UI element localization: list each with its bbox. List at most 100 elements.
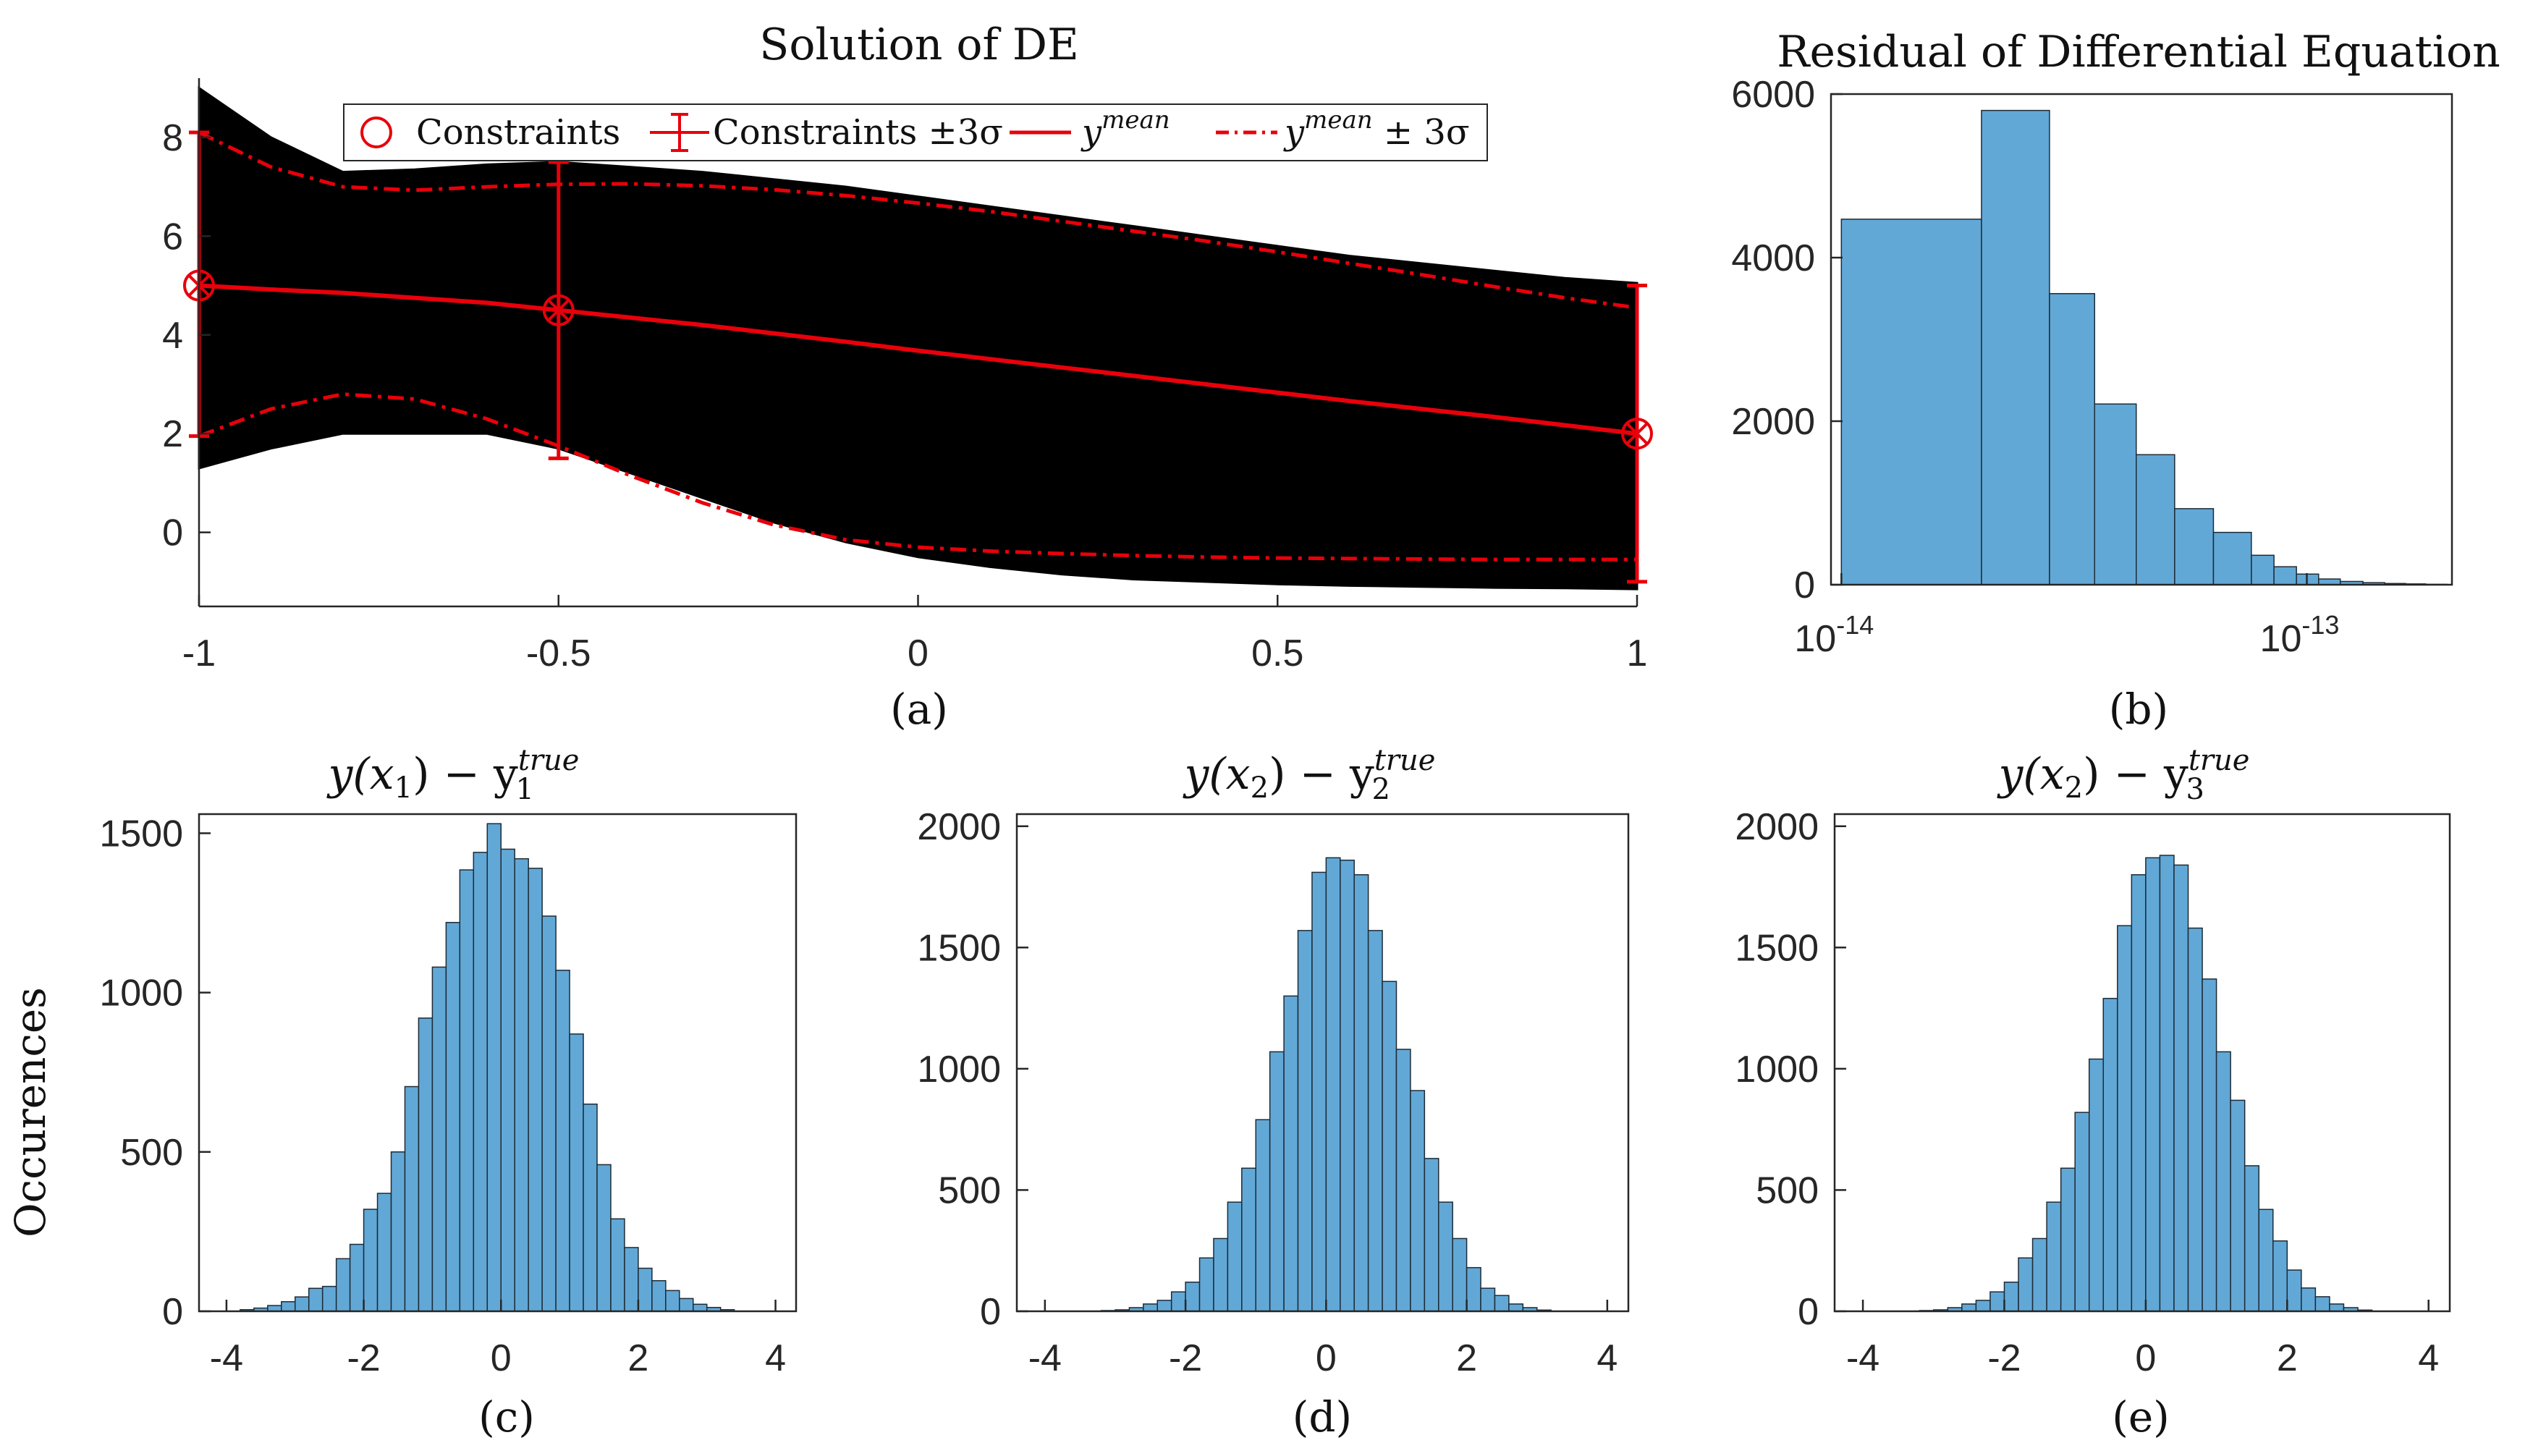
x-tick-label: 0 (1316, 1337, 1337, 1379)
panel-b-residual-histogram: Residual of Differential Equation 10-14 1… (1731, 27, 2500, 734)
histogram-bar (2102, 997, 2118, 1312)
legend-box (343, 103, 1488, 161)
x-tick-label: 4 (765, 1337, 786, 1379)
histogram-bar (2131, 874, 2147, 1312)
axes-box (1015, 813, 1630, 1313)
y-tick-label: 2000 (1731, 401, 1815, 443)
y-tick-label: 1500 (917, 927, 1001, 969)
histogram-bar (431, 966, 447, 1312)
histogram-bar (404, 1085, 420, 1312)
histogram-bar (321, 1285, 337, 1312)
panel-d-histogram: y(x2) − ytrue 2 -4 -2 0 2 4 0 500 1000 1500 2000 (… (917, 744, 1630, 1442)
histogram-bar (2286, 1269, 2302, 1312)
histogram-bar (2230, 1099, 2246, 1312)
panel-c-histogram: y(x1) − ytrue 1 Occurences -4 -2 0 2 4 0 500 100… (6, 744, 798, 1442)
legend-label-constraints: Constraints (416, 112, 620, 153)
panel-e-title: y(x2) − ytrue 3 (1997, 744, 2250, 806)
y-tick-label: 1000 (917, 1049, 1001, 1091)
x-tick-label: 0 (2135, 1337, 2156, 1379)
histogram-bar (528, 868, 543, 1312)
histogram-bar (1156, 1300, 1172, 1312)
histogram-bar (500, 848, 515, 1312)
panel-b-title: Residual of Differential Equation (1777, 27, 2500, 77)
legend-entry-constraints-3sigma: Constraints ±3σ (650, 112, 1003, 153)
sample-trajectories-band (198, 85, 1638, 591)
histogram-bar (2301, 1287, 2317, 1312)
histogram-bar (1424, 1158, 1439, 1312)
x-tick-label: 10-14 (1794, 610, 1874, 660)
histogram-bar (1325, 857, 1341, 1312)
histogram-bar (1466, 1266, 1481, 1312)
histogram-bar (281, 1301, 296, 1312)
x-tick-label: 4 (1597, 1337, 1618, 1379)
histogram-bar (596, 1164, 612, 1312)
histogram-bar (1143, 1303, 1159, 1312)
histogram-bar (514, 858, 529, 1312)
histogram-bar (2314, 1296, 2330, 1312)
x-tick-label: -2 (347, 1337, 380, 1379)
histogram-bar (624, 1247, 639, 1312)
histogram-bar (569, 1033, 584, 1312)
histogram-bar (555, 970, 570, 1312)
y-tick-label: 1000 (99, 973, 183, 1015)
histogram-bar (295, 1296, 310, 1312)
panel-a-title: Solution of DE (759, 20, 1079, 70)
histogram-bar (2215, 1051, 2231, 1312)
y-tick-label: 1000 (1735, 1049, 1819, 1091)
histogram-bar (1395, 1049, 1411, 1312)
histogram-bar (2018, 1257, 2034, 1312)
histogram-bar (1989, 1291, 2005, 1312)
histogram-bar (2272, 1240, 2288, 1312)
panel-e-histogram: y(x2) − ytrue 3 -4 -2 0 2 4 0 500 1000 1500 2000 (… (1735, 744, 2451, 1442)
histogram-bar (486, 823, 502, 1312)
y-tick-label: 6000 (1731, 74, 1815, 116)
histogram-bar (2088, 1058, 2105, 1312)
x-tick-label: 2 (1456, 1337, 1477, 1379)
panel-d-title: y(x2) − ytrue 2 (1183, 744, 1436, 806)
x-tick-label: 0 (491, 1337, 512, 1379)
y-tick-label: 500 (120, 1132, 183, 1174)
histogram-bar (2329, 1303, 2345, 1312)
histogram-bar (1438, 1201, 1453, 1312)
x-tick-label: -4 (210, 1337, 243, 1379)
y-tick-label: 1500 (99, 813, 183, 855)
histogram-bar (665, 1290, 680, 1312)
histogram-bar (308, 1287, 324, 1312)
histogram-bar (2060, 1167, 2076, 1312)
line-ymean-plus-3sigma (198, 130, 1638, 310)
histogram-bar (638, 1267, 653, 1312)
histogram-bar (2187, 927, 2203, 1312)
histogram-bar (1975, 1300, 1991, 1312)
histogram-bar (693, 1303, 708, 1312)
histogram-bar (679, 1298, 694, 1312)
y-tick-label: 8 (162, 117, 183, 159)
histogram-bar (2136, 454, 2175, 585)
x-tick-label: 2 (627, 1337, 648, 1379)
constraint-marker (1621, 418, 1653, 450)
x-tick-label: -0.5 (526, 632, 591, 674)
y-tick-label: 0 (980, 1291, 1001, 1333)
histogram-bar (2031, 1237, 2047, 1312)
histogram-bar (541, 915, 557, 1312)
histogram-bar (1269, 1051, 1285, 1312)
constraint-marker-cross (1625, 422, 1649, 445)
histogram-bar (1185, 1282, 1201, 1312)
y-tick-label: 4000 (1731, 237, 1815, 279)
histogram-bar (2258, 1209, 2274, 1312)
histogram-bar (2202, 978, 2217, 1312)
histogram-bar (1382, 981, 1397, 1312)
histogram-bar (583, 1104, 598, 1312)
histogram-bar (2173, 864, 2189, 1312)
y-tick-label: 500 (938, 1169, 1001, 1211)
histogram-bar (2074, 1112, 2090, 1312)
histogram-bar (390, 1151, 406, 1312)
histogram-bar (1198, 1257, 1214, 1312)
histogram-bar (1283, 995, 1299, 1312)
histogram-bar (1241, 1167, 1256, 1312)
histogram-bar (1508, 1303, 1524, 1312)
histogram-bar (2244, 1165, 2259, 1312)
histogram-bar (1340, 859, 1355, 1312)
histogram-bar (2212, 531, 2252, 585)
histogram-bar (2094, 403, 2137, 585)
panel-c-title: y(x1) − ytrue 1 (326, 744, 580, 806)
